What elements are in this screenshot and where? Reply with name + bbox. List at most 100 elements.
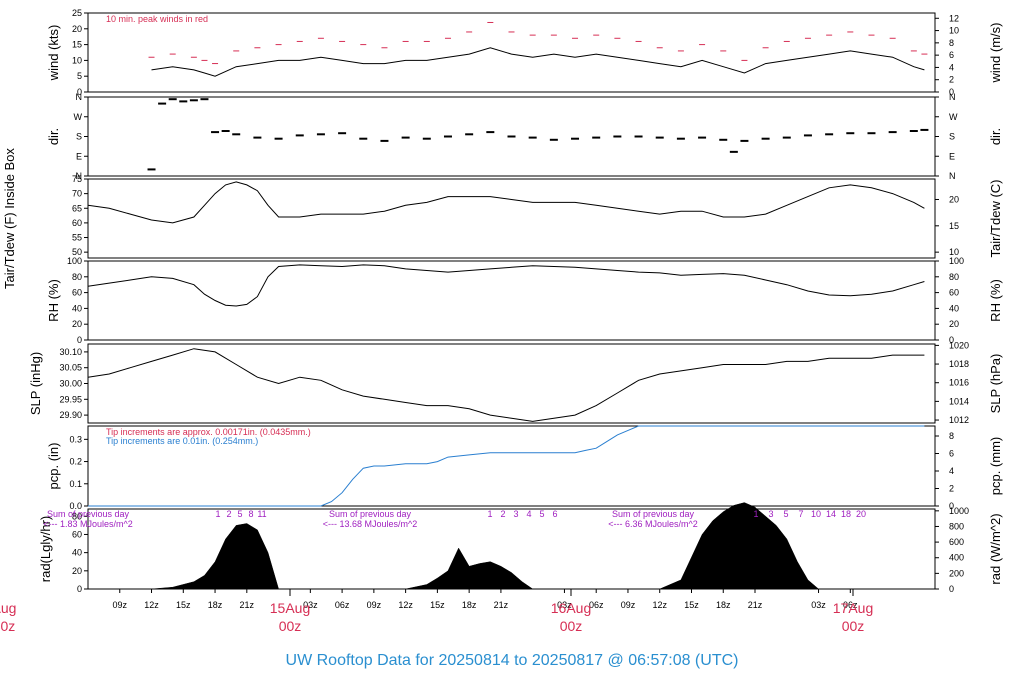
wind-right-tick-label: 2 [949,75,954,85]
dir-ylabel-right: dir. [988,128,1003,145]
x-date-day: 17Aug [833,600,873,616]
rad-hour-marker: 6 [552,509,557,519]
x-hour-label: 09z [367,600,382,610]
rh-left-tick-label: 100 [67,256,82,266]
mean-wind-line [151,47,925,77]
x-hour-label: 15z [176,600,191,610]
x-hour-label: 03z [811,600,826,610]
dir-left-tick-label: E [76,151,82,161]
x-date-day: 16Aug [551,600,591,616]
slp-right-tick-label: 1016 [949,378,969,388]
x-hour-label: 03z [557,600,572,610]
panel-frame-3 [87,178,936,259]
wind-left-tick-label: 25 [72,8,82,18]
slp-ylabel-left: SLP (inHg) [28,352,43,415]
pcp-right-tick-label: 6 [949,449,954,459]
rh-right-tick-label: 40 [949,303,959,313]
dir-right-tick-label: E [949,151,955,161]
slp-left-tick-label: 30.05 [59,363,82,373]
rad-hour-marker: 20 [856,509,866,519]
rad-left-tick-label: 0 [77,584,82,594]
rad-right-tick-label: 400 [949,553,964,563]
rh-left-tick-label: 0 [77,335,82,345]
rad-hour-marker: 10 [811,509,821,519]
x-date-day: Aug [0,600,16,616]
slp-left-tick-label: 29.90 [59,410,82,420]
x-hour-label: 06z [843,600,858,610]
rh-right-tick-label: 100 [949,256,964,266]
rad-hour-marker: 2 [500,509,505,519]
rad-hour-marker: 1 [487,509,492,519]
pcp-ylabel-left: pcp. (in) [46,443,61,490]
rad-hour-marker: 5 [539,509,544,519]
rad-hour-marker: 1 [753,509,758,519]
panel-frame-5 [87,343,936,424]
tair-left-tick-label: 70 [72,189,82,199]
slp-right-tick-label: 1014 [949,396,969,406]
rad-right-tick-label: 0 [949,584,954,594]
x-hour-label: 12z [144,600,159,610]
rh-left-tick-label: 20 [72,319,82,329]
rad-hour-marker: 18 [841,509,851,519]
rad-hour-marker: 14 [826,509,836,519]
rad-sum-label: Sum of previous day [47,509,130,519]
x-hour-label: 06z [589,600,604,610]
dir-left-tick-label: W [74,112,83,122]
pcp-right-tick-label: 0 [949,501,954,511]
wind-left-tick-label: 20 [72,24,82,34]
rh-line [87,264,925,307]
panel-frame-1 [87,12,936,93]
rh-ylabel-left: RH (%) [46,279,61,322]
x-hour-label: 18z [462,600,477,610]
x-hour-label: 15z [684,600,699,610]
x-hour-label: 15z [430,600,445,610]
rad-ylabel-left: rad(Lgly/hr) [38,516,53,582]
wind-ylabel-left: wind (kts) [46,25,61,82]
dir-right-tick-label: N [949,92,956,102]
pcp-line [88,425,925,507]
x-hour-label: 09z [113,600,128,610]
x-date-day: 15Aug [270,600,310,616]
x-hour-label: 21z [748,600,763,610]
panel-frame-6 [87,425,936,507]
dir-right-tick-label: N [949,171,956,181]
tair-left-tick-label: 55 [72,233,82,243]
rad-left-tick-label: 20 [72,566,82,576]
dir-ylabel-left: dir. [46,128,61,145]
x-date-hour: 00z [279,618,302,634]
rad-hour-marker: 2 [226,509,231,519]
x-hour-label: 06z [335,600,350,610]
rad-area [151,502,820,590]
x-hour-label: 21z [494,600,509,610]
tair-left-tick-label: 75 [72,174,82,184]
rad-ylabel-right: rad (W/m^2) [988,513,1003,584]
tair-left-tick-label: 65 [72,203,82,213]
tair-left-tick-label: 50 [72,247,82,257]
wind-right-tick-label: 6 [949,50,954,60]
rh-right-tick-label: 0 [949,335,954,345]
slp-left-tick-label: 30.10 [59,347,82,357]
dir-left-tick-label: N [76,92,83,102]
wind-right-tick-label: 0 [949,87,954,97]
rad-hour-marker: 5 [237,509,242,519]
wind-annotation: 10 min. peak winds in red [106,14,208,24]
x-date-hour: 00z [842,618,865,634]
pcp-annotation-blue: Tip increments are 0.01in. (0.254mm.) [106,436,258,446]
tair-line [87,181,925,224]
dir-left-tick-label: S [76,132,82,142]
pcp-right-tick-label: 8 [949,431,954,441]
wind-right-tick-label: 8 [949,38,954,48]
rad-hour-marker: 7 [798,509,803,519]
chart-title: UW Rooftop Data for 20250814 to 20250817… [286,652,739,669]
rad-sum-label: Sum of previous day [329,509,412,519]
rad-hour-marker: 8 [248,509,253,519]
rh-left-tick-label: 80 [72,272,82,282]
pcp-left-tick-label: 0.3 [69,434,82,444]
rh-left-tick-label: 60 [72,288,82,298]
rad-sum-value: <--- 1.83 MJoules/m^2 [43,519,133,529]
slp-right-tick-label: 1018 [949,359,969,369]
rad-hour-marker: 1 [215,509,220,519]
rh-right-tick-label: 20 [949,319,959,329]
pcp-left-tick-label: 0.1 [69,479,82,489]
pcp-annotation-red: Tip increments are approx. 0.00171in. (0… [106,427,311,437]
